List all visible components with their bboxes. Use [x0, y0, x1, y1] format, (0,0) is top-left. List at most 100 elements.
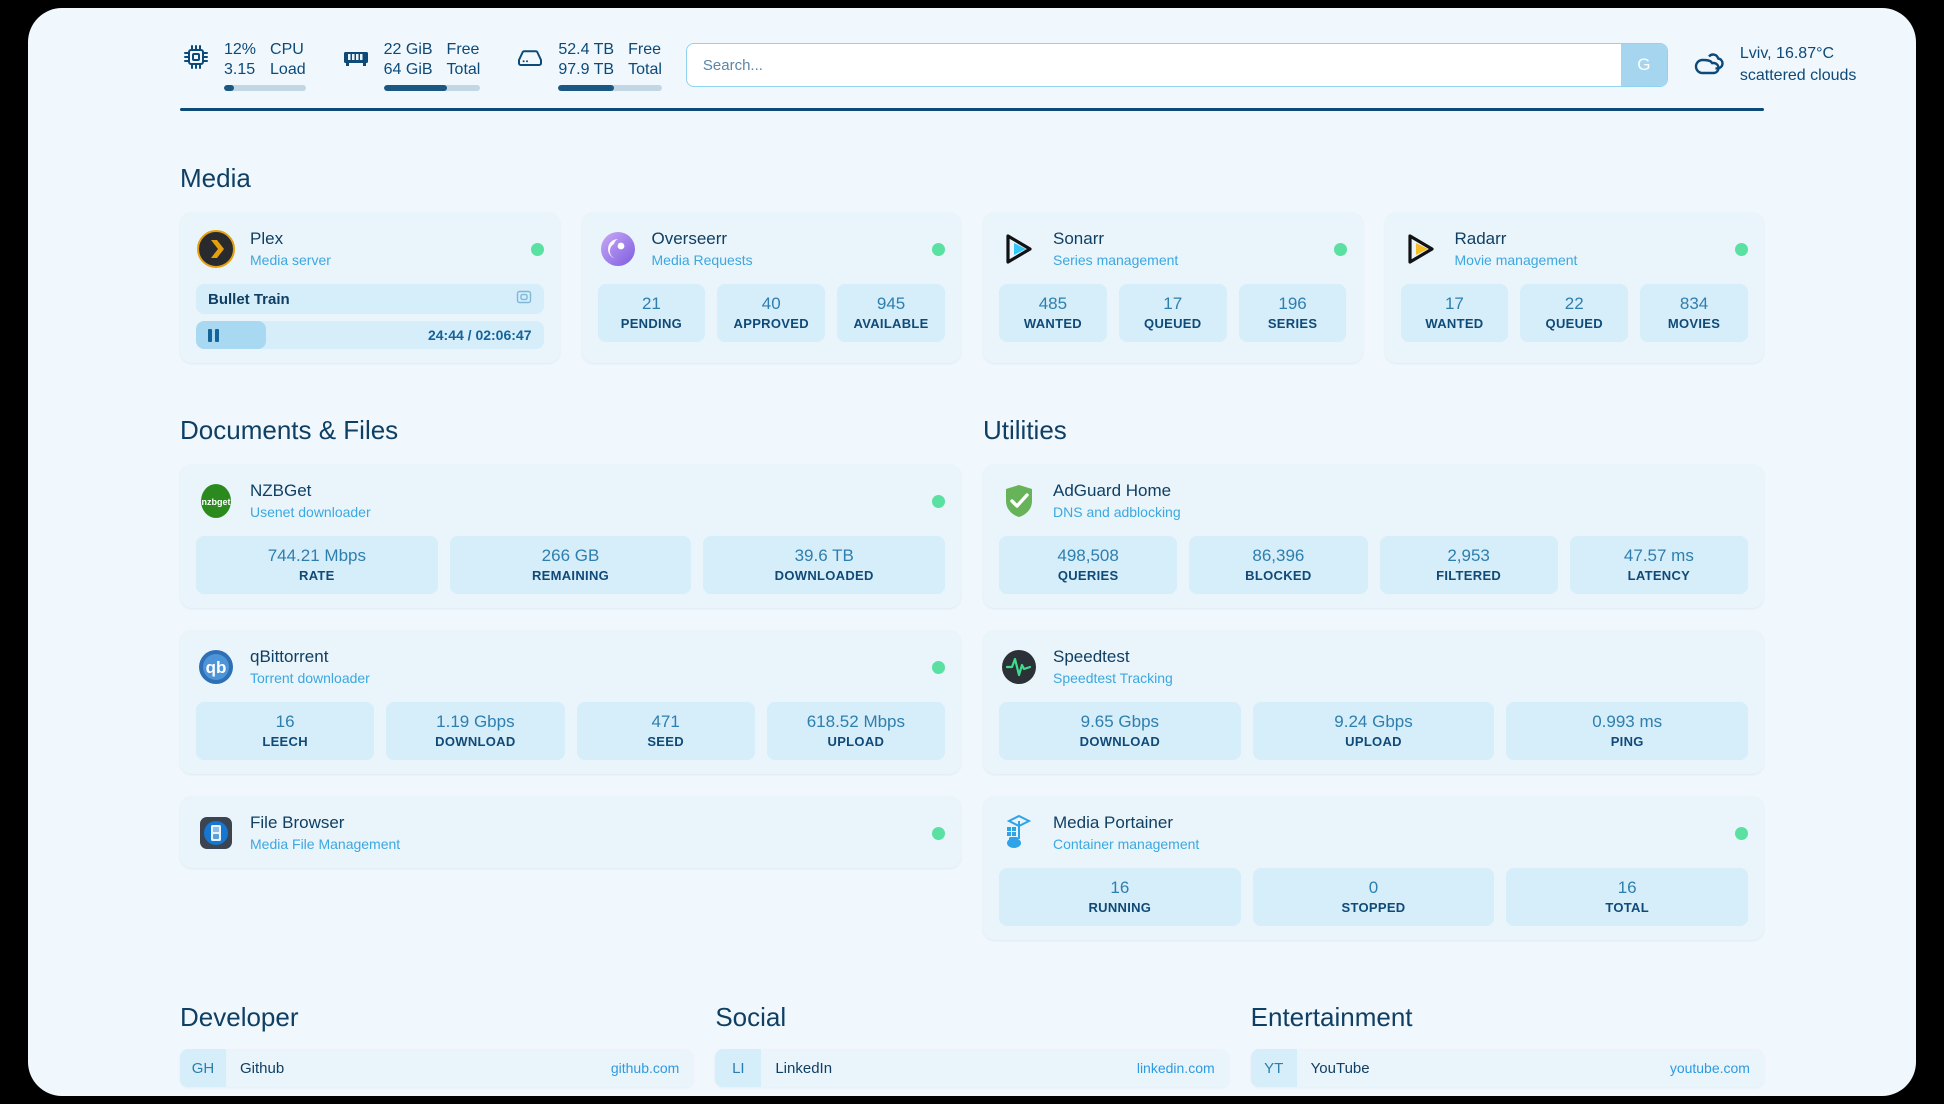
monitor-value: 12% [224, 40, 257, 58]
service-card-file-browser[interactable]: File Browser Media File Management [180, 796, 961, 868]
stat-tile[interactable]: 16 RUNNING [999, 868, 1241, 926]
card-subtitle: Media File Management [250, 836, 401, 852]
sonarr-logo [999, 229, 1039, 269]
now-playing-bar: Bullet Train [196, 284, 544, 314]
stat-tile[interactable]: 945 AVAILABLE [837, 284, 945, 342]
stat-value: 1.19 Gbps [436, 712, 515, 731]
stat-label: QUEUED [1545, 316, 1603, 331]
service-card-media-portainer[interactable]: Media Portainer Container management 16 RUN… [983, 796, 1764, 940]
card-logo [999, 647, 1039, 687]
monitor-progress-bar [383, 84, 481, 91]
bookmark-name: Github [240, 1059, 285, 1077]
stat-tile[interactable]: 16 LEECH [196, 702, 375, 760]
stat-tile[interactable]: 47.57 ms LATENCY [1569, 536, 1748, 594]
card-header: AdGuard Home DNS and adblocking [999, 480, 1748, 522]
stat-tile[interactable]: 16 TOTAL [1506, 868, 1749, 926]
stat-label: LEECH [262, 734, 308, 749]
card-logo [999, 813, 1039, 853]
stat-value: 40 [761, 294, 781, 313]
stat-label: SERIES [1267, 316, 1318, 331]
stat-label: WANTED [1425, 316, 1484, 331]
stat-tile[interactable]: 21 PENDING [597, 284, 706, 342]
stat-tile[interactable]: 744.21 Mbps RATE [196, 536, 438, 594]
stat-tile[interactable]: 834 MOVIES [1640, 284, 1748, 342]
card-logo [999, 481, 1039, 521]
stat-tile[interactable]: 86,396 BLOCKED [1189, 536, 1368, 594]
stat-label: DOWNLOAD [435, 734, 516, 749]
stat-tiles: 16 RUNNING 0 STOPPED 16 TOTAL [999, 868, 1749, 926]
stat-tile[interactable]: 2,953 FILTERED [1379, 536, 1558, 594]
stat-label: MOVIES [1667, 316, 1721, 331]
stat-tile[interactable]: 17 QUEUED [1118, 284, 1227, 342]
card-title: NZBGet [250, 481, 312, 500]
service-card-radarr[interactable]: Radarr Movie management 17 WANTED 22 QUEUED 83… [1384, 212, 1764, 363]
cast-icon[interactable] [516, 289, 532, 309]
service-card-speedtest[interactable]: Speedtest Speedtest Tracking 9.65 Gbps DOWN… [983, 630, 1764, 774]
svg-text:qb: qb [206, 658, 227, 677]
monitor-label: Total [446, 60, 481, 78]
stat-value: 21 [641, 294, 661, 313]
stat-value: 485 [1038, 294, 1068, 313]
stat-value: 0.993 ms [1592, 712, 1663, 731]
status-indicator-online [1735, 826, 1748, 840]
bookmark-url: github.com [610, 1060, 680, 1076]
stat-tile[interactable]: 39.6 TB DOWNLOADED [703, 536, 946, 594]
cloud-icon [1692, 50, 1726, 80]
service-card-nzbget[interactable]: nzbget NZBGet Usenet downloader 744.21 Mbps… [180, 464, 961, 608]
stat-tile[interactable]: 618.52 Mbps UPLOAD [766, 702, 945, 760]
stat-tiles: 17 WANTED 22 QUEUED 834 MOVIES [1400, 284, 1749, 342]
system-monitor-cpu: 12% 3.15 CPU Load [180, 40, 306, 91]
stat-value: 9.24 Gbps [1334, 712, 1413, 731]
bookmark-item[interactable]: LI LinkedIn linkedin.com [715, 1049, 1229, 1087]
card-title: AdGuard Home [1053, 481, 1172, 500]
pause-icon[interactable] [208, 328, 219, 342]
bookmark-name: LinkedIn [775, 1059, 833, 1077]
stat-tile[interactable]: 471 SEED [576, 702, 755, 760]
stat-label: PENDING [620, 316, 683, 331]
service-card-overseerr[interactable]: Overseerr Media Requests 21 PENDING 40 APPROV… [581, 212, 961, 363]
stat-tile[interactable]: 40 APPROVED [717, 284, 826, 342]
stat-tiles: 16 LEECH 1.19 Gbps DOWNLOAD 471 SEED 618.52 Mb… [196, 702, 945, 760]
stat-label: RATE [299, 568, 335, 583]
card-logo [999, 229, 1039, 269]
card-header: Radarr Movie management [1401, 228, 1748, 270]
stat-tile[interactable]: 0.993 ms PING [1506, 702, 1749, 760]
search-engine-button[interactable]: G [1620, 44, 1667, 86]
stat-tile[interactable]: 9.65 Gbps DOWNLOAD [999, 702, 1241, 760]
service-card-plex[interactable]: Plex Media server Bullet Train 24:44 / 02:0… [180, 212, 560, 363]
stat-tile[interactable]: 485 WANTED [999, 284, 1107, 342]
stat-tile[interactable]: 498,508 QUERIES [999, 536, 1178, 594]
service-card-qbittorrent[interactable]: qb qBittorrent Torrent downloader 16 LEECH 1.… [180, 630, 961, 774]
search-box[interactable]: G [685, 43, 1668, 87]
card-header: Speedtest Speedtest Tracking [999, 646, 1748, 688]
stat-value: 834 [1679, 294, 1709, 313]
card-subtitle: Usenet downloader [250, 504, 371, 520]
bookmark-group-title: Entertainment [1250, 1002, 1413, 1032]
stat-tile[interactable]: 9.24 Gbps UPLOAD [1252, 702, 1495, 760]
card-subtitle: Speedtest Tracking [1053, 670, 1173, 686]
stat-tile[interactable]: 266 GB REMAINING [449, 536, 692, 594]
overseerr-logo [598, 229, 638, 269]
bookmark-name: YouTube [1310, 1059, 1370, 1077]
card-logo [196, 813, 236, 853]
card-logo: nzbget [196, 481, 236, 521]
service-card-sonarr[interactable]: Sonarr Series management 485 WANTED 17 QUEUED… [983, 212, 1363, 363]
stat-tile[interactable]: 22 QUEUED [1520, 284, 1629, 342]
search-input[interactable] [686, 44, 1621, 86]
playback-progress-bar[interactable]: 24:44 / 02:06:47 [196, 321, 544, 349]
stat-tile[interactable]: 17 WANTED [1400, 284, 1509, 342]
bookmark-item[interactable]: YT YouTube youtube.com [1250, 1049, 1764, 1087]
card-titles: NZBGet Usenet downloader [250, 480, 918, 522]
utilities-cards: AdGuard Home DNS and adblocking 498,508 QUE… [983, 464, 1764, 940]
service-card-adguard-home[interactable]: AdGuard Home DNS and adblocking 498,508 QUE… [983, 464, 1764, 608]
stat-label: DOWNLOAD [1079, 734, 1161, 749]
card-subtitle: Container management [1053, 836, 1200, 852]
bookmark-item[interactable]: GH Github github.com [180, 1049, 694, 1087]
stat-value: 0 [1368, 878, 1379, 897]
stat-tile[interactable]: 0 STOPPED [1252, 868, 1495, 926]
card-subtitle: Torrent downloader [250, 670, 370, 686]
stat-tile[interactable]: 1.19 Gbps DOWNLOAD [386, 702, 565, 760]
stat-tile[interactable]: 196 SERIES [1238, 284, 1347, 342]
bookmark-group-developer: DeveloperGHGithubgithub.comSOStackOverfl… [180, 1002, 694, 1096]
stat-value: 39.6 TB [794, 546, 854, 565]
